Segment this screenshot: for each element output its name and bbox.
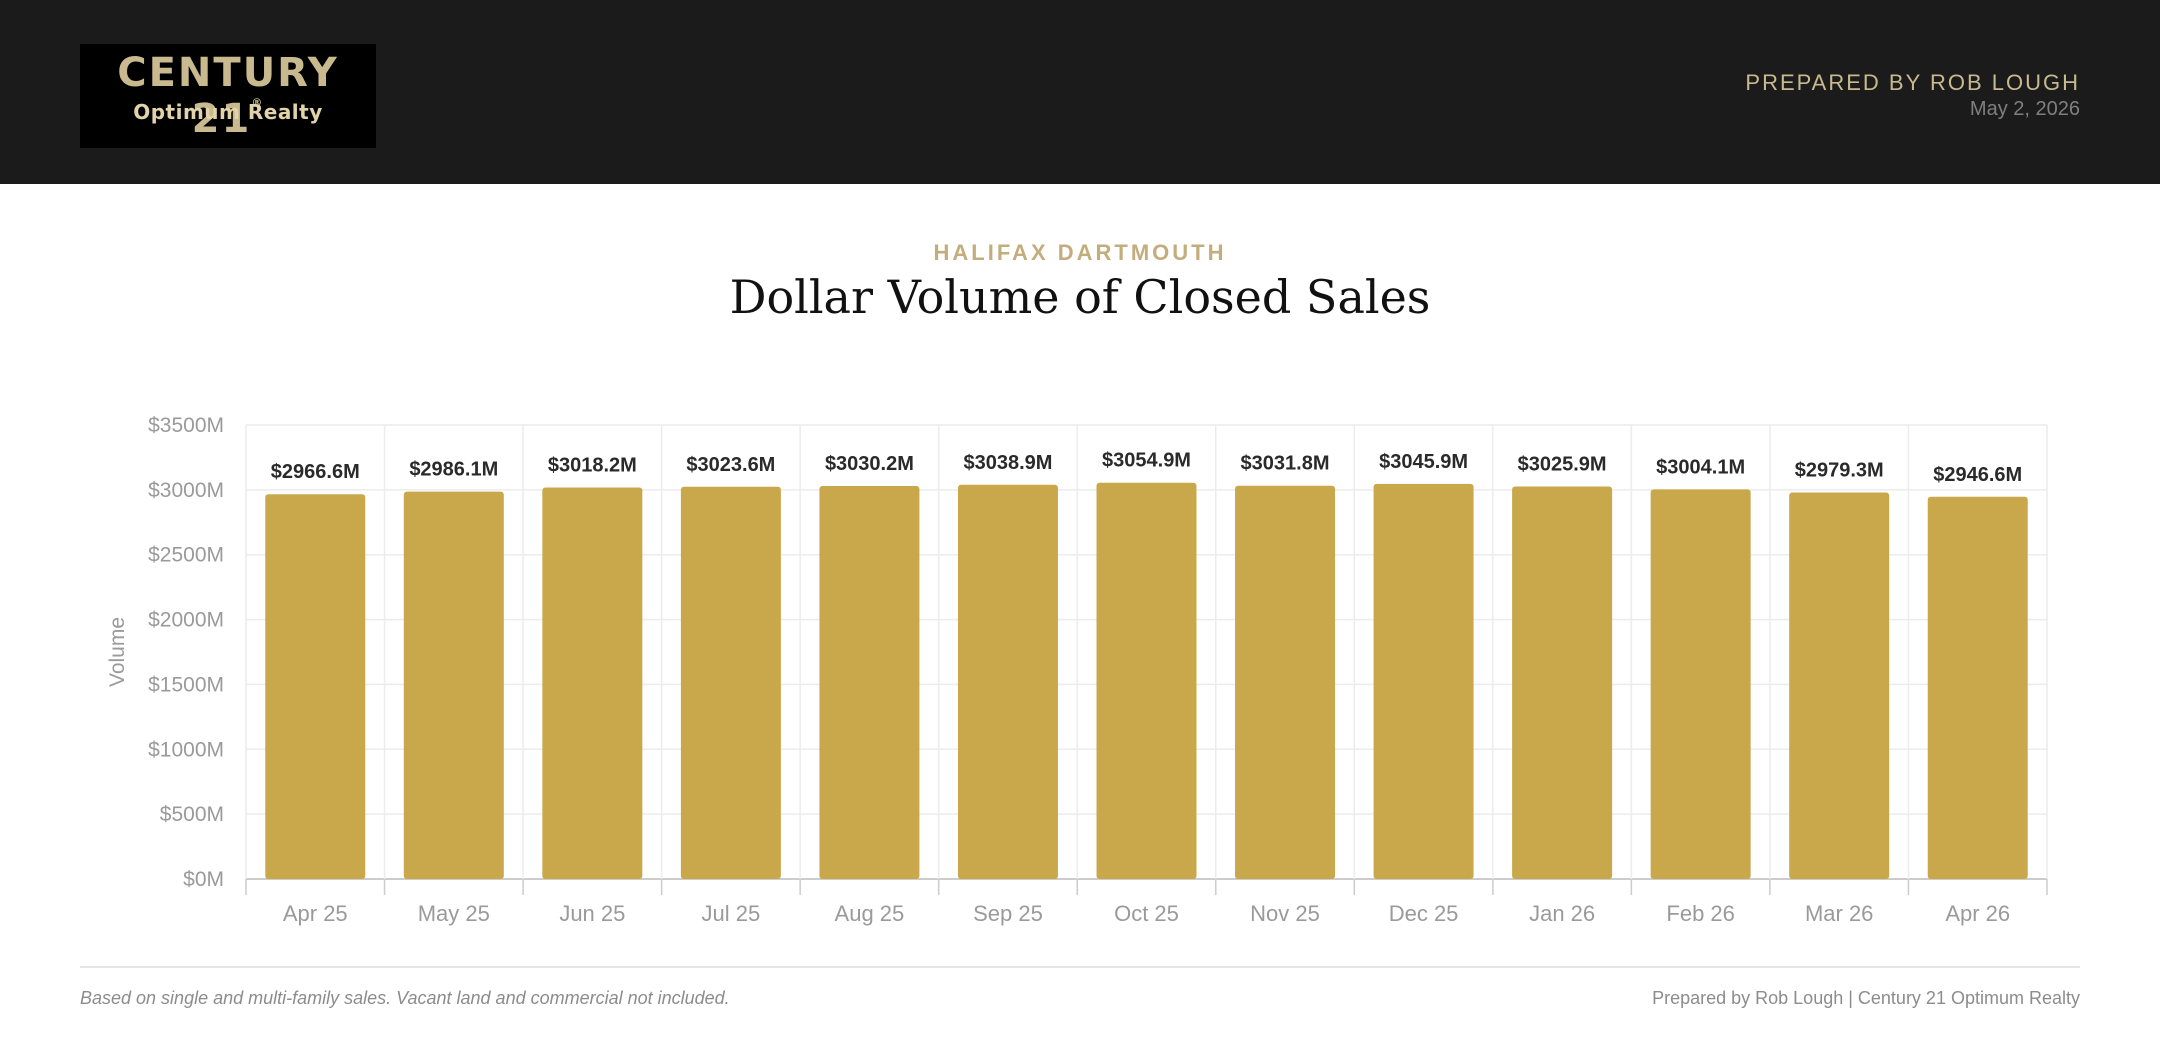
x-tick-label: Jan 26	[1529, 901, 1595, 926]
bar	[403, 491, 504, 879]
y-tick-label: $2000M	[148, 609, 224, 632]
bar-value-label: $3045.9M	[1379, 451, 1468, 473]
bar-value-label: $2966.6M	[271, 461, 360, 483]
y-tick-label: $3000M	[148, 479, 224, 502]
x-tick-label: Mar 26	[1805, 901, 1873, 926]
bar-value-label: $3023.6M	[686, 454, 775, 476]
y-tick-label: $1000M	[148, 738, 224, 761]
bar	[265, 494, 366, 879]
bar-value-label: $3025.9M	[1518, 453, 1607, 475]
footnote: Based on single and multi-family sales. …	[80, 988, 730, 1008]
y-tick-label: $2500M	[148, 544, 224, 567]
x-tick-label: Apr 25	[283, 901, 348, 926]
bar	[1096, 482, 1197, 879]
x-tick-label: May 25	[418, 901, 490, 926]
bar-value-label: $2946.6M	[1933, 464, 2022, 486]
bar-value-label: $3031.8M	[1241, 453, 1330, 475]
brand-logo: CENTURY 21® Optimum Realty	[80, 44, 376, 148]
y-tick-label: $1500M	[148, 673, 224, 696]
report-header: CENTURY 21® Optimum Realty PREPARED BY R…	[0, 0, 2160, 184]
x-tick-label: Jul 25	[702, 901, 761, 926]
bar	[819, 485, 920, 879]
x-tick-label: Feb 26	[1666, 901, 1735, 926]
logo-subtitle: Optimum Realty	[133, 100, 323, 124]
y-tick-label: $0M	[183, 868, 224, 891]
x-tick-label: Apr 26	[1945, 901, 2010, 926]
bar	[542, 487, 643, 879]
y-tick-label: $3500M	[148, 414, 224, 437]
bar-value-label: $2986.1M	[409, 459, 498, 481]
x-tick-label: Nov 25	[1250, 901, 1320, 926]
chart-title: Dollar Volume of Closed Sales	[729, 270, 1431, 324]
logo-wordmark: CENTURY 21®	[117, 50, 339, 142]
bar-value-label: $3030.2M	[825, 453, 914, 475]
bar	[1650, 489, 1751, 879]
x-tick-label: Dec 25	[1389, 901, 1459, 926]
region-label: HALIFAX DARTMOUTH	[933, 240, 1227, 265]
bar	[1512, 486, 1613, 879]
footer-credit: Prepared by Rob Lough | Century 21 Optim…	[1652, 988, 2080, 1008]
bar-value-label: $3018.2M	[548, 454, 637, 476]
x-tick-label: Aug 25	[835, 901, 905, 926]
volume-bar-chart: $0M $500M $1000M $1500M $2000M $2500M $3000M $3…	[106, 414, 2048, 926]
bar-value-label: $3004.1M	[1656, 456, 1745, 478]
bar	[1789, 492, 1890, 879]
bar	[1373, 483, 1474, 879]
bar	[957, 484, 1058, 879]
footer-divider	[80, 966, 2080, 968]
bar	[1235, 485, 1336, 879]
y-axis-title: Volume	[106, 617, 129, 687]
bar-value-label: $2979.3M	[1795, 460, 1884, 482]
y-tick-label: $500M	[160, 803, 224, 826]
x-tick-label: Jun 25	[559, 901, 625, 926]
bar	[680, 486, 781, 879]
prepared-by-label: PREPARED BY ROB LOUGH	[1745, 70, 2080, 95]
bar-value-label: $3054.9M	[1102, 450, 1191, 472]
bar	[1927, 496, 2028, 879]
x-tick-label: Oct 25	[1114, 901, 1179, 926]
report-date: May 2, 2026	[1969, 98, 2080, 120]
bar-value-label: $3038.9M	[963, 452, 1052, 474]
x-tick-label: Sep 25	[973, 901, 1043, 926]
